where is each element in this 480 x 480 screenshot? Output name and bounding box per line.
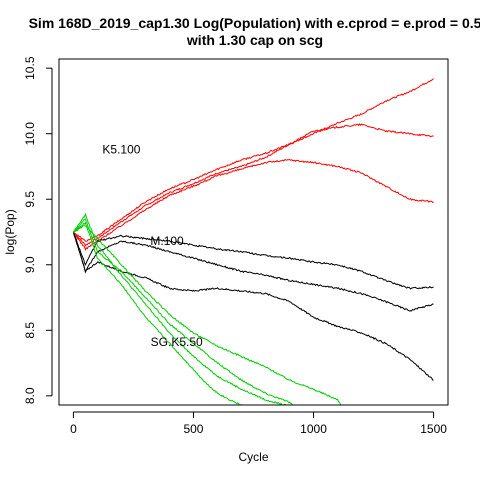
x-tick-label: 1000 [300, 422, 327, 436]
y-tick-label: 10.0 [23, 122, 37, 146]
series-line-sg-k5-50-8 [72, 212, 289, 405]
series-line-k5-100-1 [72, 123, 434, 242]
y-tick-label: 9.5 [23, 191, 37, 208]
series-annotation: K5.100 [102, 142, 140, 156]
y-tick-label: 8.0 [23, 387, 37, 404]
series-line-sg-k5-50-6 [73, 225, 342, 405]
y-tick-label: 10.5 [23, 56, 37, 80]
y-axis: 8.0 8.5 9.0 9.5 10.0 10.5 [23, 56, 53, 404]
x-tick-label: 1500 [420, 422, 447, 436]
series-annotation: SG.K5.50 [151, 335, 203, 349]
series-line-k5-100-0 [73, 78, 434, 247]
series-line-k5-100-2 [72, 158, 434, 252]
series-line-sg-k5-50-9 [73, 221, 243, 405]
series-layer [72, 78, 434, 405]
x-axis-label: Cycle [238, 450, 268, 464]
series-line-m-100-5 [72, 231, 434, 381]
chart-title-line1: Sim 168D_2019_cap1.30 Log(Population) wi… [29, 15, 480, 31]
x-axis: 0 500 1000 1500 [70, 411, 447, 436]
annotation-layer: K5.100 M.100 SG.K5.50 [102, 142, 203, 349]
x-tick-label: 500 [183, 422, 203, 436]
chart-title-line2: with 1.30 cap on scg [186, 32, 323, 48]
y-tick-label: 9.0 [23, 256, 37, 273]
series-annotation: M.100 [150, 234, 184, 248]
plot-frame [58, 58, 449, 406]
series-line-sg-k5-50-7 [73, 218, 294, 405]
y-axis-label: log(Pop) [3, 209, 17, 254]
series-line-m-100-3 [72, 232, 434, 290]
x-tick-label: 0 [70, 422, 77, 436]
series-line-m-100-4 [72, 232, 434, 312]
y-tick-label: 8.5 [23, 322, 37, 339]
